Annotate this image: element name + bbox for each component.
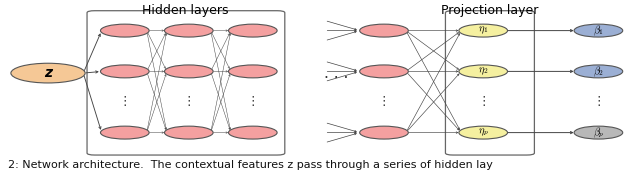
Circle shape xyxy=(459,24,508,37)
Circle shape xyxy=(100,24,149,37)
Text: ⋮: ⋮ xyxy=(118,96,131,108)
Circle shape xyxy=(164,65,213,78)
Circle shape xyxy=(459,126,508,139)
Text: ⋮: ⋮ xyxy=(378,96,390,108)
Text: $\beta_p$: $\beta_p$ xyxy=(593,125,604,140)
Circle shape xyxy=(164,24,213,37)
Circle shape xyxy=(228,24,277,37)
Text: $\eta_1$: $\eta_1$ xyxy=(478,25,488,36)
Circle shape xyxy=(574,65,623,78)
Circle shape xyxy=(100,65,149,78)
Circle shape xyxy=(164,126,213,139)
Text: · · ·: · · · xyxy=(324,71,348,86)
Text: Projection layer: Projection layer xyxy=(441,4,538,17)
Text: 2: Network architecture.  The contextual features z pass through a series of hid: 2: Network architecture. The contextual … xyxy=(8,160,493,170)
Text: ⋮: ⋮ xyxy=(477,96,490,108)
Circle shape xyxy=(360,24,408,37)
Circle shape xyxy=(228,126,277,139)
Text: $\beta_2$: $\beta_2$ xyxy=(593,64,604,79)
Text: ⋮: ⋮ xyxy=(592,96,605,108)
Circle shape xyxy=(360,65,408,78)
Circle shape xyxy=(228,65,277,78)
Circle shape xyxy=(100,126,149,139)
Text: Hidden layers: Hidden layers xyxy=(142,4,229,17)
Circle shape xyxy=(574,24,623,37)
Text: $\beta_1$: $\beta_1$ xyxy=(593,23,604,38)
Text: z: z xyxy=(44,66,52,80)
Circle shape xyxy=(11,63,85,83)
Text: $\eta_2$: $\eta_2$ xyxy=(478,66,488,77)
Text: $\eta_p$: $\eta_p$ xyxy=(478,127,488,138)
Text: ⋮: ⋮ xyxy=(246,96,259,108)
Circle shape xyxy=(459,65,508,78)
Text: ⋮: ⋮ xyxy=(182,96,195,108)
Circle shape xyxy=(360,126,408,139)
Circle shape xyxy=(574,126,623,139)
